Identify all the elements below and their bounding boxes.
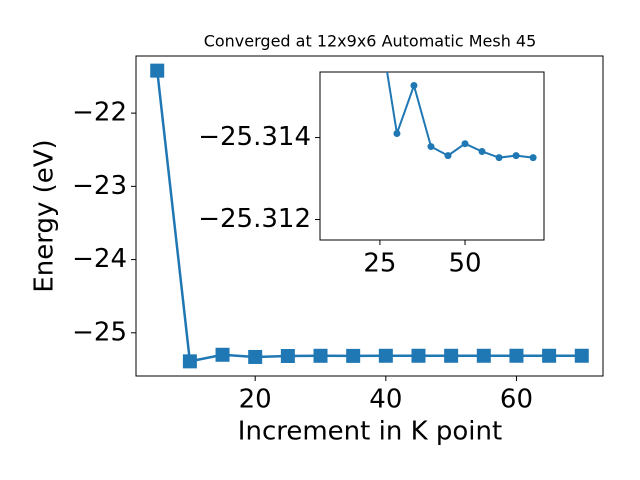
y-tick-label: −25.314 — [198, 122, 311, 152]
marker — [346, 348, 361, 363]
marker — [512, 152, 520, 160]
y-tick-label: −25 — [72, 317, 127, 347]
data-line — [386, 72, 534, 159]
marker — [444, 152, 452, 160]
y-tick-label: −25.312 — [198, 204, 311, 234]
marker — [509, 348, 524, 363]
marker — [248, 349, 263, 364]
marker — [150, 63, 165, 78]
marker — [461, 140, 469, 148]
marker — [376, 23, 383, 30]
x-tick-label: 50 — [448, 249, 481, 279]
chart-title: Converged at 12x9x6 Automatic Mesh 45 — [204, 32, 537, 51]
marker — [529, 154, 537, 162]
marker — [378, 348, 393, 363]
marker — [182, 354, 197, 369]
marker — [542, 348, 557, 363]
plot-frame — [135, 55, 604, 377]
plot-frame — [319, 71, 545, 241]
marker — [495, 154, 503, 162]
marker — [444, 348, 459, 363]
plot-area — [150, 63, 589, 369]
marker — [313, 348, 328, 363]
x-tick-label: 25 — [363, 249, 396, 279]
y-tick-label: −22 — [72, 98, 127, 128]
x-tick-label: 60 — [500, 385, 533, 415]
plot-area — [376, 23, 537, 162]
y-tick-label: −23 — [72, 171, 127, 201]
marker — [215, 347, 230, 362]
marker — [410, 82, 418, 90]
marker — [574, 348, 589, 363]
marker — [280, 348, 295, 363]
marker — [427, 143, 435, 151]
marker — [476, 348, 491, 363]
marker — [411, 348, 426, 363]
x-tick-label: 40 — [369, 385, 402, 415]
marker — [393, 129, 401, 137]
x-axis-label: Increment in K point — [238, 417, 502, 447]
x-tick-label: 20 — [239, 385, 272, 415]
marker — [478, 147, 486, 155]
y-axis-label: Energy (eV) — [30, 139, 60, 292]
y-tick-label: −24 — [72, 244, 127, 274]
